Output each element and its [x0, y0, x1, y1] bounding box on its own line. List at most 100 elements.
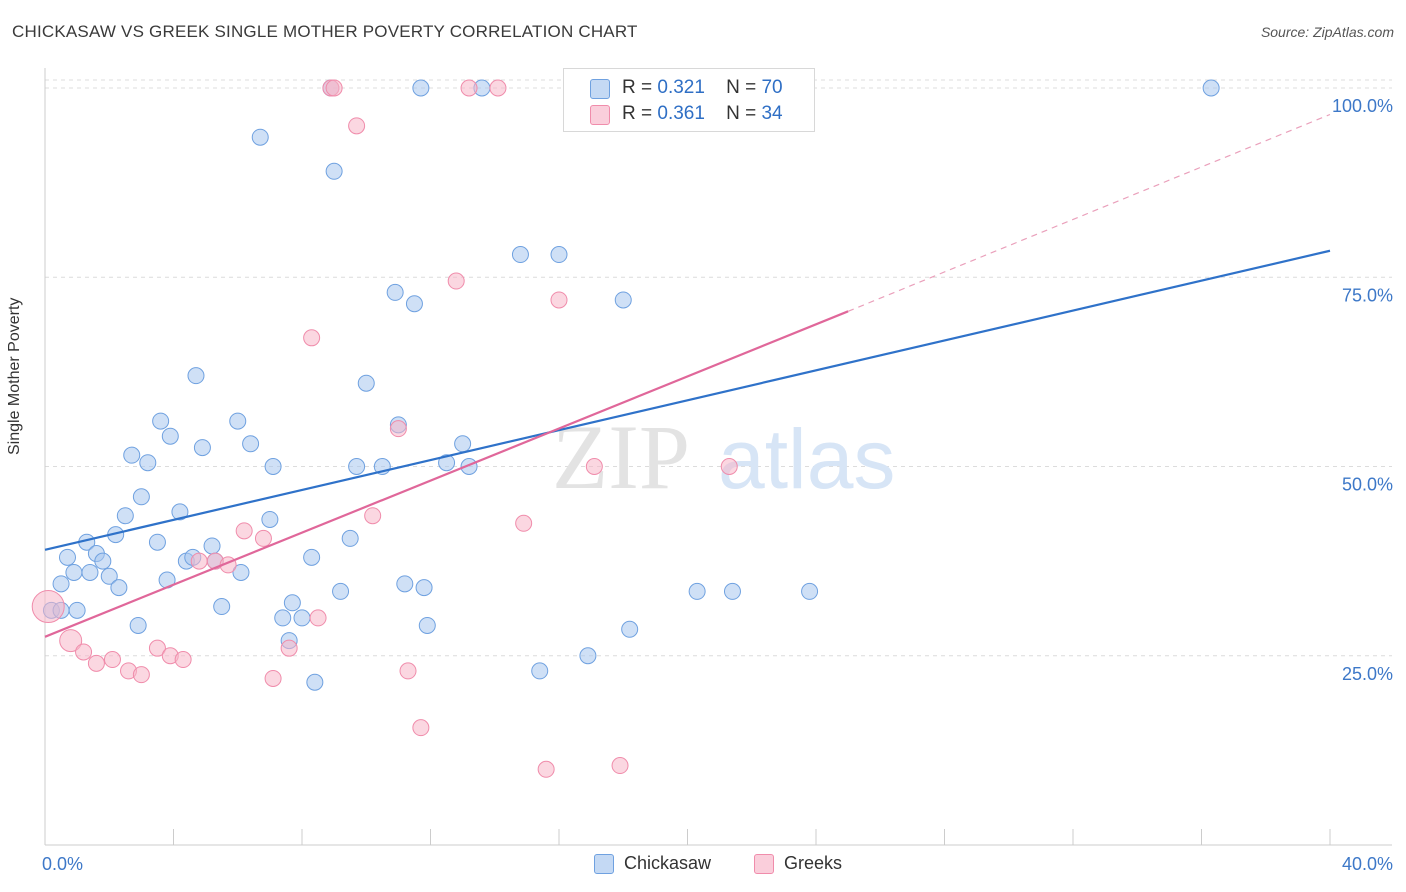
point-greeks — [31, 590, 65, 624]
point-chickasaw — [614, 291, 632, 309]
point-chickasaw — [454, 435, 472, 453]
point-chickasaw — [303, 548, 321, 566]
axes — [44, 68, 1392, 846]
point-chickasaw — [688, 582, 706, 600]
point-greeks — [348, 117, 366, 135]
point-greeks — [537, 760, 555, 778]
point-greeks — [174, 651, 192, 669]
point-chickasaw — [386, 283, 404, 301]
legend-stats-greeks: R = 0.361 N = 34 — [622, 103, 783, 125]
point-chickasaw — [129, 616, 147, 634]
point-greeks — [280, 639, 298, 657]
watermark: ZIP atlas — [552, 406, 895, 508]
n-label: N = — [726, 77, 757, 98]
point-chickasaw — [357, 374, 375, 392]
point-greeks — [460, 79, 478, 97]
r-value: 0.361 — [657, 103, 705, 124]
point-chickasaw — [511, 246, 529, 264]
series-legend: Chickasaw Greeks — [0, 852, 1406, 878]
legend-swatch-chickasaw — [594, 854, 614, 874]
point-greeks — [132, 666, 150, 684]
legend-label-chickasaw: Chickasaw — [624, 853, 712, 873]
point-greeks — [399, 662, 417, 680]
point-chickasaw — [100, 567, 118, 585]
point-chickasaw — [232, 563, 250, 581]
point-greeks — [309, 609, 327, 627]
point-greeks — [550, 291, 568, 309]
point-greeks — [235, 522, 253, 540]
legend-swatch-chickasaw — [590, 79, 610, 99]
point-chickasaw — [58, 548, 76, 566]
point-chickasaw — [531, 662, 549, 680]
point-chickasaw — [579, 647, 597, 665]
legend-label-greeks: Greeks — [784, 853, 843, 873]
point-chickasaw — [171, 503, 189, 521]
point-chickasaw — [405, 295, 423, 313]
r-label: R = — [622, 103, 653, 124]
point-greeks — [264, 669, 282, 687]
point-chickasaw — [52, 575, 70, 593]
point-chickasaw — [203, 537, 221, 555]
point-greeks — [148, 639, 166, 657]
n-value: 34 — [761, 103, 783, 124]
trend-line-greeks — [44, 310, 849, 638]
point-chickasaw — [65, 563, 83, 581]
point-chickasaw — [396, 575, 414, 593]
point-chickasaw — [283, 594, 301, 612]
r-value: 0.321 — [657, 77, 705, 98]
r-label: R = — [622, 77, 653, 98]
point-chickasaw — [264, 458, 282, 475]
point-chickasaw — [148, 533, 166, 551]
tick-labels: 25.0% 50.0% 75.0% 100.0% 0.0% 40.0% — [42, 96, 1393, 874]
point-chickasaw — [251, 128, 269, 146]
point-greeks — [87, 654, 105, 672]
point-chickasaw — [621, 620, 639, 638]
legend-swatch-greeks — [590, 105, 610, 125]
n-value: 70 — [761, 77, 783, 98]
n-label: N = — [726, 103, 757, 124]
point-chickasaw — [415, 579, 433, 597]
point-chickasaw — [116, 507, 134, 525]
point-chickasaw — [293, 609, 311, 627]
point-greeks — [59, 629, 83, 653]
point-chickasaw — [94, 552, 112, 570]
point-chickasaw — [242, 435, 260, 453]
point-chickasaw — [81, 563, 99, 581]
stats-legend: R = 0.321 N = 70 R = 0.361 N = 34 — [563, 68, 815, 132]
point-chickasaw — [1202, 79, 1220, 97]
point-chickasaw — [213, 598, 231, 616]
point-chickasaw — [161, 427, 179, 445]
point-chickasaw — [341, 529, 359, 547]
watermark-atlas: atlas — [718, 412, 895, 506]
point-chickasaw — [306, 673, 324, 691]
y-tick-label: 75.0% — [1342, 285, 1393, 305]
point-greeks — [585, 458, 603, 475]
source-label: Source: ZipAtlas.com — [1260, 24, 1394, 40]
data-points — [31, 79, 1220, 778]
point-chickasaw — [723, 582, 741, 600]
trend-lines — [44, 113, 1331, 638]
point-chickasaw — [348, 458, 366, 475]
point-chickasaw — [801, 582, 819, 600]
x-tick-label-max: 40.0% — [1342, 854, 1393, 874]
point-greeks — [447, 272, 465, 290]
point-chickasaw — [152, 412, 170, 430]
point-greeks — [190, 552, 208, 570]
point-chickasaw — [68, 601, 86, 619]
point-greeks — [412, 719, 430, 737]
point-greeks — [325, 79, 343, 97]
legend-stats-chickasaw: R = 0.321 N = 70 — [622, 77, 783, 99]
y-tick-label: 100.0% — [1332, 96, 1393, 116]
y-tick-label: 25.0% — [1342, 664, 1393, 684]
point-chickasaw — [123, 446, 141, 464]
watermark-zip: ZIP — [552, 406, 690, 508]
point-greeks — [720, 458, 738, 475]
point-chickasaw — [412, 79, 430, 97]
point-greeks — [611, 757, 629, 775]
point-chickasaw — [187, 367, 205, 385]
point-chickasaw — [550, 246, 568, 264]
point-chickasaw — [274, 609, 292, 627]
point-chickasaw — [418, 616, 436, 634]
point-chickasaw — [193, 439, 211, 457]
